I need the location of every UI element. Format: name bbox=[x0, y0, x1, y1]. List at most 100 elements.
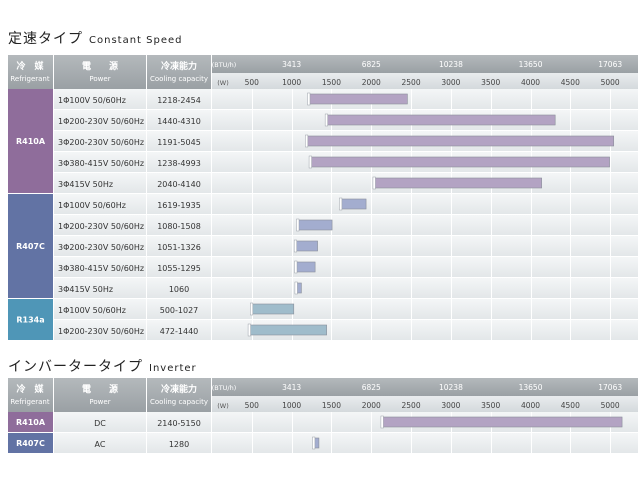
constant-range-bar-cap bbox=[247, 323, 251, 337]
constant-range-bar bbox=[326, 114, 556, 126]
constant-range-bar bbox=[295, 240, 318, 252]
constant-w-tick-label: 2500 bbox=[402, 78, 421, 87]
inverter-title-en: Inverter bbox=[149, 363, 197, 374]
inverter-refrigerant-label: R407C bbox=[16, 439, 45, 448]
constant-range-bar-cap bbox=[324, 113, 328, 127]
inverter-w-tick-label: 4500 bbox=[561, 401, 580, 410]
inverter-header-capacity-jp: 冷凍能力 bbox=[161, 383, 197, 395]
constant-header-bg bbox=[8, 55, 211, 89]
constant-range-bar bbox=[297, 219, 333, 231]
inverter-w-tick-label: 1000 bbox=[282, 401, 301, 410]
constant-row-bg bbox=[54, 173, 638, 194]
constant-power-label: 3Φ200-230V 50/60Hz bbox=[58, 243, 144, 252]
constant-refrigerant-cell bbox=[8, 194, 53, 298]
inverter-btu-tick-label: 13650 bbox=[519, 383, 543, 392]
inverter-capacity-label: 2140-5150 bbox=[157, 419, 201, 428]
constant-speed-title: 定速タイプ Constant Speed bbox=[8, 28, 182, 48]
constant-power-label: 3Φ415V 50Hz bbox=[58, 285, 113, 294]
constant-capacity-label: 472-1440 bbox=[160, 327, 199, 336]
constant-header-capacity-en: Cooling capacity bbox=[150, 75, 208, 83]
constant-capacity-label: 1238-4993 bbox=[157, 159, 201, 168]
constant-btu-tick-label: 3413 bbox=[282, 60, 301, 69]
constant-btu-tick-label: 10238 bbox=[439, 60, 463, 69]
constant-range-bar-cap bbox=[305, 134, 309, 148]
constant-range-bar bbox=[249, 324, 327, 336]
constant-refrigerant-cell bbox=[8, 299, 53, 340]
constant-btu-tick-label: 13650 bbox=[519, 60, 543, 69]
inverter-btu-tick-label: 10238 bbox=[439, 383, 463, 392]
constant-range-bar-cap bbox=[294, 281, 298, 295]
inverter-w-tick-label: 500 bbox=[245, 401, 260, 410]
constant-capacity-label: 1051-1326 bbox=[157, 243, 201, 252]
constant-w-tick-label: 2000 bbox=[362, 78, 381, 87]
constant-power-label: 1Φ200-230V 50/60Hz bbox=[58, 222, 144, 231]
constant-refrigerant-label: R134a bbox=[16, 316, 44, 325]
inverter-header-power-jp: 電 源 bbox=[82, 383, 118, 395]
inverter-w-tick-label: 2000 bbox=[362, 401, 381, 410]
inverter-w-unit-label: (W) bbox=[217, 402, 229, 410]
constant-w-tick-label: 5000 bbox=[601, 78, 620, 87]
constant-header-refrigerant-jp: 冷 媒 bbox=[16, 60, 44, 72]
constant-w-tick-label: 1000 bbox=[282, 78, 301, 87]
constant-power-label: 3Φ415V 50Hz bbox=[58, 180, 113, 189]
inverter-row-bg bbox=[54, 433, 638, 454]
constant-power-label: 3Φ380-415V 50/60Hz bbox=[58, 264, 144, 273]
constant-range-bar-cap bbox=[296, 218, 300, 232]
constant-speed-title-en: Constant Speed bbox=[89, 35, 183, 46]
inverter-header-refrigerant-jp: 冷 媒 bbox=[16, 383, 44, 395]
constant-range-bar-cap bbox=[294, 260, 298, 274]
inverter-refrigerant-label: R410A bbox=[16, 418, 46, 427]
constant-w-tick-label: 500 bbox=[245, 78, 260, 87]
inverter-w-tick-label: 2500 bbox=[402, 401, 421, 410]
constant-range-bar-cap bbox=[250, 302, 254, 316]
inverter-btu-tick-label: 6825 bbox=[362, 383, 381, 392]
constant-range-bar bbox=[374, 177, 542, 189]
inverter-w-tick-label: 3000 bbox=[441, 401, 460, 410]
constant-w-tick-label: 1500 bbox=[322, 78, 341, 87]
inverter-w-tick-label: 5000 bbox=[601, 401, 620, 410]
inverter-range-bar bbox=[382, 416, 623, 428]
constant-capacity-label: 1060 bbox=[169, 285, 189, 294]
constant-range-bar-cap bbox=[308, 155, 312, 169]
inverter-range-bar-cap bbox=[380, 415, 384, 429]
constant-row-bg bbox=[54, 278, 638, 299]
constant-capacity-label: 2040-4140 bbox=[157, 180, 201, 189]
constant-range-bar-cap bbox=[372, 176, 376, 190]
constant-capacity-label: 1191-5045 bbox=[157, 138, 201, 147]
inverter-w-tick-label: 4000 bbox=[521, 401, 540, 410]
constant-w-tick-label: 4500 bbox=[561, 78, 580, 87]
inverter-btu-axis-bg bbox=[212, 378, 638, 396]
constant-power-label: 1Φ200-230V 50/60Hz bbox=[58, 327, 144, 336]
constant-range-bar-cap bbox=[293, 239, 297, 253]
constant-capacity-label: 1619-1935 bbox=[157, 201, 201, 210]
constant-refrigerant-label: R407C bbox=[16, 242, 45, 251]
constant-range-bar-cap bbox=[307, 92, 311, 106]
constant-btu-tick-label: 17063 bbox=[598, 60, 622, 69]
constant-range-bar bbox=[251, 303, 295, 315]
constant-btu-axis-bg bbox=[212, 55, 638, 73]
constant-row-bg bbox=[54, 299, 638, 320]
inverter-w-tick-label: 1500 bbox=[322, 401, 341, 410]
constant-btu-tick-label: 6825 bbox=[362, 60, 381, 69]
constant-range-bar-cap bbox=[339, 197, 343, 211]
constant-capacity-label: 1055-1295 bbox=[157, 264, 201, 273]
constant-range-bar bbox=[306, 135, 615, 147]
inverter-header-refrigerant-en: Refrigerant bbox=[10, 398, 49, 406]
inverter-btu-tick-label: 17063 bbox=[598, 383, 622, 392]
constant-power-label: 1Φ100V 50/60Hz bbox=[58, 306, 126, 315]
inverter-power-label: AC bbox=[95, 440, 106, 449]
inverter-title: インバータータイプ Inverter bbox=[8, 356, 197, 376]
constant-power-label: 1Φ100V 50/60Hz bbox=[58, 201, 126, 210]
constant-capacity-label: 500-1027 bbox=[160, 306, 199, 315]
constant-speed-title-jp: 定速タイプ bbox=[8, 31, 83, 47]
constant-w-unit-label: (W) bbox=[217, 79, 229, 87]
constant-range-bar bbox=[340, 198, 367, 210]
inverter-title-jp: インバータータイプ bbox=[8, 359, 143, 375]
constant-range-bar bbox=[310, 156, 610, 168]
inverter-w-tick-label: 3500 bbox=[481, 401, 500, 410]
constant-w-axis-bg bbox=[212, 73, 638, 89]
constant-w-tick-label: 4000 bbox=[521, 78, 540, 87]
inverter-refrigerant-cell bbox=[8, 412, 53, 432]
constant-range-bar bbox=[308, 93, 408, 105]
